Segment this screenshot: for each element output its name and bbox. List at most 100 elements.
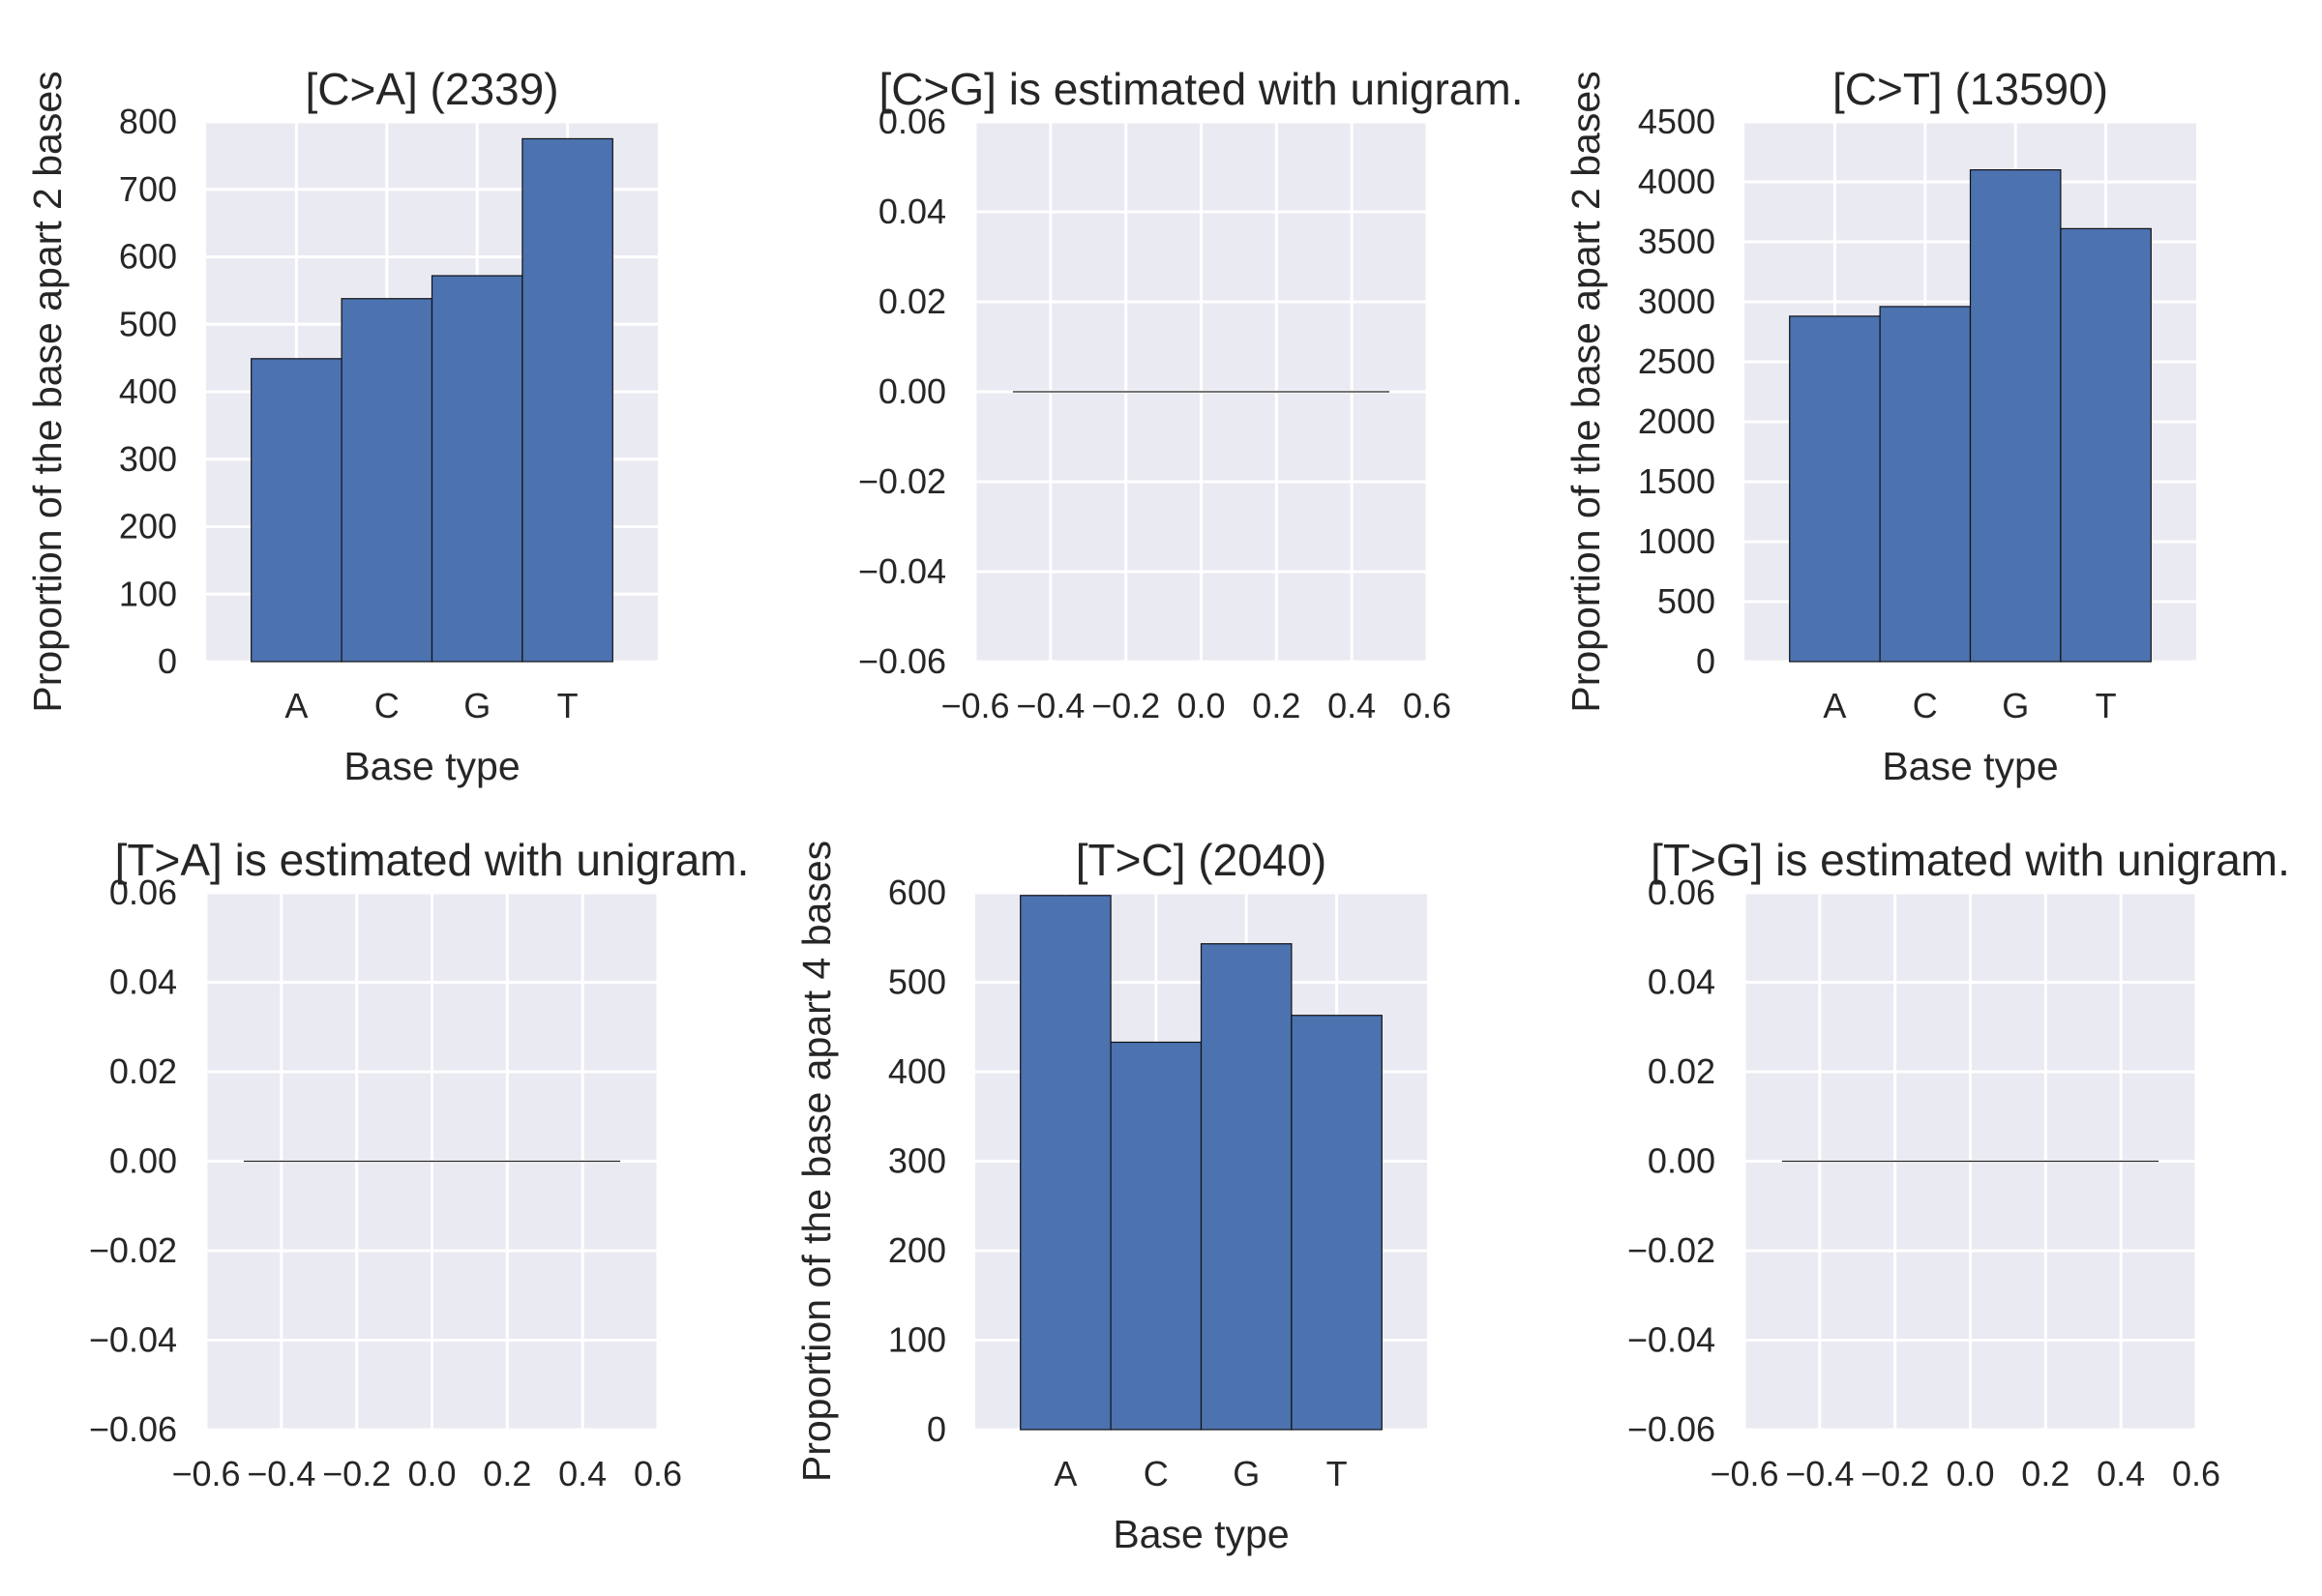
y-tick-label: −0.02 bbox=[1627, 1230, 1715, 1270]
bar-A bbox=[251, 358, 342, 663]
subplot-6: [T>G] is estimated with unigram. −0.06 −0.… bbox=[1627, 835, 2290, 1493]
y-tick-label: 1000 bbox=[1638, 521, 1715, 561]
y-tick-label: 0.02 bbox=[109, 1051, 177, 1091]
y-tick-label: 500 bbox=[119, 304, 177, 343]
y-tick-label: −0.02 bbox=[858, 461, 946, 501]
x-tick-label: 0.4 bbox=[558, 1454, 607, 1493]
chart-title: [T>G] is estimated with unigram. bbox=[1651, 835, 2290, 885]
y-tick-label: −0.06 bbox=[89, 1409, 177, 1449]
x-tick-label: 0.0 bbox=[1176, 686, 1225, 725]
y-tick-label: 0 bbox=[1696, 641, 1715, 681]
y-tick-label: 100 bbox=[888, 1320, 946, 1360]
bar-G bbox=[1969, 169, 2062, 663]
y-tick-label: 2500 bbox=[1638, 341, 1715, 381]
bar-T bbox=[521, 137, 613, 663]
y-axis-label: Proportion of the base apart 2 bases bbox=[1563, 71, 1608, 712]
x-tick-label: −0.4 bbox=[1785, 1454, 1854, 1493]
y-tick-label: 0.00 bbox=[109, 1141, 177, 1181]
x-tick-label: C bbox=[374, 686, 400, 725]
bar-A bbox=[1789, 315, 1881, 663]
subplot-2: [C>G] is estimated with unigram. −0.06 −0.… bbox=[858, 64, 1524, 725]
x-axis-label: Base type bbox=[1113, 1512, 1289, 1556]
y-tick-label: 0.04 bbox=[109, 962, 177, 1002]
bar-T bbox=[2060, 227, 2152, 663]
y-axis-label: Proportion of the base apart 4 bases bbox=[794, 841, 839, 1482]
y-tick-label: 500 bbox=[888, 962, 946, 1002]
x-tick-label: −0.6 bbox=[171, 1454, 240, 1493]
y-tick-label: −0.06 bbox=[1627, 1409, 1715, 1449]
y-tick-label: 300 bbox=[888, 1141, 946, 1181]
y-tick-label: 800 bbox=[119, 102, 177, 141]
y-tick-label: 0.06 bbox=[878, 102, 946, 141]
y-tick-label: 0.04 bbox=[878, 192, 946, 231]
chart-title: [C>A] (2339) bbox=[305, 64, 558, 114]
y-tick-label: 0.02 bbox=[878, 281, 946, 321]
bar-C bbox=[341, 298, 433, 663]
y-tick-label: −0.06 bbox=[858, 641, 946, 681]
x-tick-label: 0.0 bbox=[407, 1454, 456, 1493]
y-tick-label: 0 bbox=[927, 1409, 946, 1449]
bar-T bbox=[1291, 1015, 1383, 1431]
x-tick-label: T bbox=[1326, 1454, 1348, 1493]
x-tick-label: G bbox=[2002, 686, 2029, 725]
x-tick-label: −0.6 bbox=[940, 686, 1009, 725]
y-tick-label: 400 bbox=[119, 371, 177, 411]
x-tick-label: 0.2 bbox=[2021, 1454, 2069, 1493]
x-tick-label: C bbox=[1144, 1454, 1169, 1493]
x-tick-label: 0.6 bbox=[2172, 1454, 2220, 1493]
y-tick-label: −0.04 bbox=[89, 1320, 177, 1360]
y-tick-label: 0.06 bbox=[109, 872, 177, 912]
x-tick-label: 0.2 bbox=[483, 1454, 531, 1493]
chart-title: [C>G] is estimated with unigram. bbox=[879, 64, 1524, 114]
chart-title: [T>C] (2040) bbox=[1076, 835, 1327, 885]
x-tick-label: 0.6 bbox=[634, 1454, 682, 1493]
chart-title: [T>A] is estimated with unigram. bbox=[115, 835, 750, 885]
x-tick-label: C bbox=[1913, 686, 1938, 725]
y-tick-label: 4000 bbox=[1638, 162, 1715, 201]
y-tick-label: 600 bbox=[119, 237, 177, 277]
x-tick-label: A bbox=[1054, 1454, 1077, 1493]
x-tick-label: G bbox=[463, 686, 491, 725]
x-tick-label: 0.0 bbox=[1946, 1454, 1994, 1493]
x-tick-label: −0.6 bbox=[1710, 1454, 1778, 1493]
x-axis-label: Base type bbox=[343, 744, 520, 788]
x-tick-label: −0.4 bbox=[247, 1454, 315, 1493]
x-tick-label: T bbox=[2096, 686, 2117, 725]
x-tick-label: 0.4 bbox=[1327, 686, 1376, 725]
bar-G bbox=[1200, 943, 1293, 1431]
bar-C bbox=[1879, 306, 1972, 663]
x-tick-label: A bbox=[284, 686, 308, 725]
y-tick-label: 0 bbox=[158, 641, 177, 681]
bar-C bbox=[1110, 1041, 1203, 1431]
y-axis-label: Proportion of the base apart 2 bases bbox=[25, 71, 70, 712]
x-tick-label: 0.4 bbox=[2097, 1454, 2145, 1493]
y-tick-label: 3000 bbox=[1638, 281, 1715, 321]
y-tick-label: 400 bbox=[888, 1051, 946, 1091]
bar-A bbox=[1020, 895, 1112, 1431]
y-tick-label: 4500 bbox=[1638, 102, 1715, 141]
y-tick-label: 0.00 bbox=[878, 371, 946, 411]
y-tick-label: 300 bbox=[119, 439, 177, 479]
y-tick-label: 100 bbox=[119, 574, 177, 613]
x-tick-label: 0.2 bbox=[1252, 686, 1300, 725]
y-tick-label: 3500 bbox=[1638, 222, 1715, 261]
y-tick-label: −0.04 bbox=[1627, 1320, 1715, 1360]
x-tick-label: −0.2 bbox=[1861, 1454, 1929, 1493]
y-tick-label: 1500 bbox=[1638, 461, 1715, 501]
y-tick-label: 0.02 bbox=[1648, 1051, 1715, 1091]
y-tick-label: 0.00 bbox=[1648, 1141, 1715, 1181]
y-tick-label: 600 bbox=[888, 872, 946, 912]
y-tick-label: −0.02 bbox=[89, 1230, 177, 1270]
x-tick-label: −0.2 bbox=[322, 1454, 391, 1493]
x-tick-label: G bbox=[1233, 1454, 1260, 1493]
x-tick-label: −0.4 bbox=[1016, 686, 1085, 725]
y-tick-label: −0.04 bbox=[858, 551, 946, 591]
y-tick-label: 200 bbox=[888, 1230, 946, 1270]
x-axis-label: Base type bbox=[1882, 744, 2058, 788]
subplot-4: [T>A] is estimated with unigram. −0.06 −0.… bbox=[89, 835, 749, 1493]
x-tick-label: −0.2 bbox=[1091, 686, 1160, 725]
subplot-1: [C>A] (2339) 0 100 200 300 400 500 600 700 800 A C G… bbox=[25, 64, 658, 788]
chart-title: [C>T] (13590) bbox=[1832, 64, 2108, 114]
subplot-5: [T>C] (2040) 0 100 200 300 400 500 600 A C G T Base … bbox=[794, 835, 1427, 1556]
